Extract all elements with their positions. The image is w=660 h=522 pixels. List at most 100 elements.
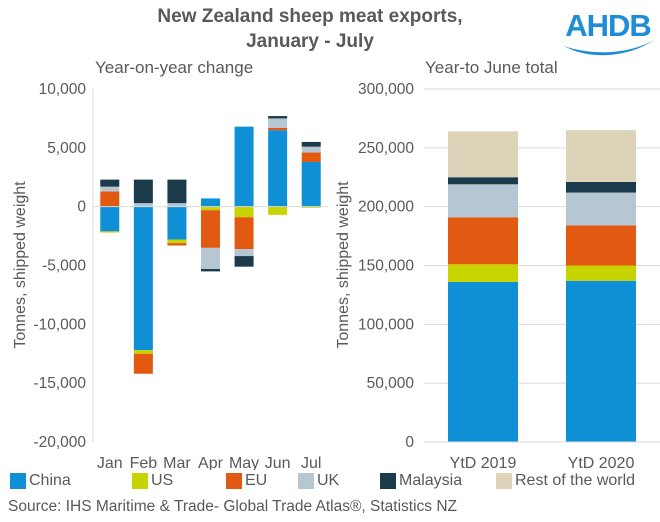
left-bar-jul-us — [301, 206, 321, 208]
left-bar-may-eu — [234, 217, 254, 250]
left-bar-jul-uk — [301, 146, 321, 153]
left-bar-mar-china — [167, 206, 187, 240]
left-bar-jul-eu — [301, 152, 321, 162]
legend-swatch-us — [132, 473, 148, 489]
right-bar-ytd-2020-us — [566, 265, 636, 281]
title-line-1: New Zealand sheep meat exports, — [157, 6, 463, 27]
left-panel-subtitle: Year-on-year change — [95, 58, 254, 77]
right-y-tick-label: 150,000 — [358, 258, 414, 275]
left-bar-jul-malaysia — [301, 141, 321, 147]
left-bar-jan-us — [100, 231, 120, 233]
left-chart: 10,000 5,000 0 -5,000 -10,000 -15,000 -20,000 T… — [12, 81, 328, 470]
right-bar-ytd-2020-uk — [566, 192, 636, 226]
left-x-tick-label: Mar — [163, 455, 191, 470]
right-bar-ytd-2019-us — [448, 264, 518, 282]
left-bar-mar-eu — [167, 243, 187, 246]
left-y-tick-label: -10,000 — [33, 316, 86, 333]
left-bar-feb-us — [133, 350, 153, 354]
left-bar-apr-china — [201, 198, 220, 207]
legend-item-us: US — [132, 472, 173, 490]
right-y-tick-label: 100,000 — [358, 316, 414, 333]
left-bar-feb-eu — [133, 353, 153, 374]
right-y-tick-label: 300,000 — [358, 81, 414, 98]
left-x-tick-label: May — [229, 455, 259, 470]
left-bar-jun-eu — [268, 127, 288, 131]
right-y-axis-title: Tonnes, shipped weight — [335, 181, 352, 349]
left-bar-jan-malaysia — [100, 179, 120, 187]
right-y-tick-label: 0 — [405, 434, 414, 451]
legend-label-uk: UK — [317, 472, 340, 489]
right-chart: 300,000 250,000 200,000 150,000 100,000 50,00… — [335, 81, 660, 470]
logo-swoosh — [564, 40, 654, 56]
right-bar-ytd-2020-china — [566, 280, 636, 442]
chart-title: New Zealand sheep meat exports, January … — [130, 4, 490, 54]
legend-swatch-eu — [226, 473, 242, 489]
legend-label-rest-of-world: Rest of the world — [515, 472, 636, 489]
right-bar-ytd-2020-eu — [566, 225, 636, 266]
legend-label-china: China — [29, 472, 71, 489]
source-note: Source: IHS Maritime & Trade- Global Tra… — [8, 498, 458, 515]
right-bar-ytd-2019-malaysia — [448, 177, 518, 185]
legend-item-rest-of-world: Rest of the world — [496, 472, 635, 490]
right-bar-ytd-2019-eu — [448, 217, 518, 265]
right-y-tick-label: 200,000 — [358, 199, 414, 216]
left-bar-jan-eu — [100, 191, 120, 207]
left-bar-may-us — [234, 206, 254, 218]
right-bar-ytd-2019-uk — [448, 184, 518, 218]
legend-item-eu: EU — [226, 472, 267, 490]
left-bar-apr-us — [201, 206, 220, 211]
left-bar-jul-china — [301, 161, 321, 207]
left-x-tick-label: Jan — [97, 455, 123, 470]
legend-swatch-rest-of-world — [496, 473, 512, 489]
right-panel-subtitle: Year-to June total — [425, 58, 558, 77]
left-bar-jun-malaysia — [268, 116, 288, 119]
left-bar-mar-malaysia — [167, 179, 187, 204]
left-x-tick-label: Jun — [265, 455, 291, 470]
legend-swatch-uk — [298, 473, 314, 489]
left-bar-apr-malaysia — [201, 269, 220, 272]
left-x-tick-label: Jul — [301, 455, 321, 470]
left-bar-jun-china — [268, 130, 288, 207]
legend-swatch-malaysia — [380, 473, 396, 489]
legend-swatch-china — [10, 473, 26, 489]
left-bar-mar-us — [167, 239, 187, 244]
left-y-tick-label: 5,000 — [47, 140, 86, 157]
legend-item-uk: UK — [298, 472, 339, 490]
ahdb-logo: AHDB — [564, 8, 654, 56]
left-y-axis-title: Tonnes, shipped weight — [12, 181, 29, 349]
left-y-tick-label: 0 — [77, 199, 86, 216]
right-bar-ytd-2020-malaysia — [566, 181, 636, 193]
left-bar-apr-uk — [201, 247, 220, 270]
right-bar-ytd-2020-rest-of-the-world — [566, 130, 636, 182]
left-bar-feb-uk — [133, 203, 153, 207]
left-bar-jun-us — [268, 206, 288, 215]
left-bar-jun-uk — [268, 118, 288, 128]
left-bar-apr-eu — [201, 210, 220, 248]
right-x-tick-label: YtD 2020 — [568, 455, 635, 470]
charts-area: 10,000 5,000 0 -5,000 -10,000 -15,000 -20,000 T… — [12, 81, 660, 470]
left-bar-mar-uk — [167, 203, 187, 207]
legend-label-eu: EU — [245, 472, 268, 489]
left-y-tick-label: -5,000 — [42, 258, 86, 275]
title-line-2: January - July — [246, 31, 374, 52]
right-bar-ytd-2019-rest-of-the-world — [448, 131, 518, 178]
logo-text: AHDB — [565, 8, 651, 43]
legend-label-us: US — [151, 472, 174, 489]
left-bar-may-malaysia — [234, 256, 254, 267]
left-y-tick-label: 10,000 — [39, 81, 87, 98]
right-x-tick-label: YtD 2019 — [450, 455, 517, 470]
right-y-tick-label: 50,000 — [367, 375, 415, 392]
legend-item-china: China — [10, 472, 71, 490]
legend-label-malaysia: Malaysia — [399, 472, 463, 489]
left-bar-jan-china — [100, 206, 120, 232]
legend-item-malaysia: Malaysia — [380, 472, 462, 490]
left-bar-may-uk — [234, 249, 254, 257]
left-y-tick-label: -20,000 — [33, 434, 86, 451]
left-bar-feb-china — [133, 206, 153, 351]
left-bar-may-china — [234, 126, 254, 207]
left-x-tick-label: Apr — [198, 455, 224, 470]
right-bar-ytd-2019-china — [448, 281, 518, 442]
left-x-tick-label: Feb — [130, 455, 158, 470]
left-bar-feb-malaysia — [133, 179, 153, 204]
right-y-tick-label: 250,000 — [358, 140, 414, 157]
